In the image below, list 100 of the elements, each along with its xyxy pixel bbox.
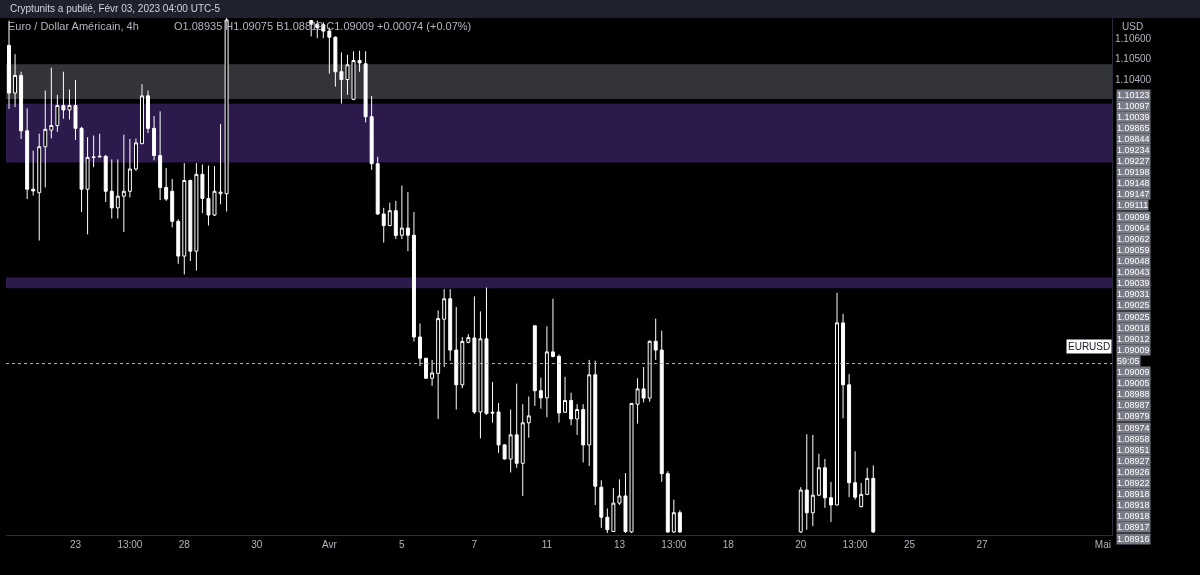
y-axis-title: USD — [1122, 21, 1144, 32]
candlestick — [146, 90, 151, 134]
candlestick — [835, 292, 839, 507]
text: Cryptunits a publié, Févr 03, 2023 04:00 UTC-5 — [10, 3, 221, 14]
candlestick — [188, 179, 193, 262]
candlestick — [442, 288, 447, 368]
candlestick — [563, 376, 568, 414]
candlestick — [91, 135, 96, 168]
text: 1.09234 — [1117, 145, 1150, 155]
text: 1.09025 — [1117, 300, 1150, 310]
candlestick — [841, 313, 846, 419]
candlestick — [170, 178, 175, 228]
text: 1.09039 — [1117, 278, 1150, 288]
text: 1.08927 — [1117, 456, 1150, 466]
candlestick — [599, 479, 604, 529]
candlestick — [399, 185, 404, 240]
text: 1.10123 — [1117, 90, 1150, 100]
candlestick — [514, 383, 519, 469]
x-tick-label: 30 — [251, 539, 263, 550]
candlestick — [158, 110, 163, 201]
text: 1.09062 — [1117, 234, 1150, 244]
x-tick-label: Mai — [1094, 539, 1111, 550]
text: 1.09059 — [1117, 245, 1150, 255]
text: 1.09865 — [1117, 123, 1150, 133]
candlestick — [133, 138, 138, 172]
candlestick — [405, 191, 410, 252]
text: 1.09147 — [1117, 189, 1150, 199]
text: 1.09009 — [1117, 345, 1150, 355]
candlestick — [103, 154, 108, 203]
candlestick — [544, 325, 549, 418]
candlestick — [853, 450, 858, 501]
text: 59:05 — [1117, 356, 1140, 366]
text: 1.08916 — [1117, 534, 1150, 544]
y-tick-label: 1.10600 — [1115, 32, 1152, 44]
text: 1.09018 — [1117, 323, 1150, 333]
candlestick — [593, 360, 598, 506]
candlestick — [381, 207, 386, 244]
candlestick — [140, 83, 144, 145]
text: 1.08922 — [1117, 478, 1150, 488]
candlestick — [176, 218, 181, 265]
candlestick — [424, 357, 429, 379]
text: 1.08987 — [1117, 400, 1150, 410]
x-tick-label: 25 — [903, 539, 916, 550]
candlestick — [164, 167, 169, 202]
y-tick-label: 1.10500 — [1115, 53, 1152, 65]
candlestick — [7, 20, 11, 110]
candlestick — [31, 150, 36, 197]
candlestick — [865, 467, 870, 496]
candlestick — [526, 395, 531, 439]
y-tick-label: 1.10400 — [1115, 73, 1152, 85]
candlestick — [653, 318, 658, 361]
x-tick-label: 11 — [541, 539, 553, 550]
candlestick — [369, 95, 374, 171]
text: 1.09048 — [1117, 256, 1150, 266]
x-tick-label: 13:00 — [842, 539, 869, 550]
text: 1.08951 — [1117, 445, 1150, 455]
candlestick — [557, 354, 561, 424]
candlestick — [393, 200, 398, 240]
candlestick — [605, 507, 610, 534]
candlestick — [550, 298, 555, 358]
text: 1.09009 — [1117, 367, 1150, 377]
text: 1.08918 — [1117, 511, 1150, 521]
candlestick — [659, 330, 664, 483]
candlestick — [587, 359, 592, 467]
x-tick-label: 28 — [178, 539, 191, 550]
candlestick — [25, 107, 30, 200]
candlestick — [375, 156, 380, 216]
text: 1.10039 — [1117, 112, 1150, 122]
text: 1.08988 — [1117, 389, 1150, 399]
text: 1.09227 — [1117, 156, 1150, 166]
candlestick — [418, 323, 422, 367]
x-tick-label: 23 — [69, 539, 82, 550]
candlestick — [436, 309, 441, 420]
candlestick — [152, 115, 157, 161]
candlestick — [520, 403, 525, 497]
candlestick — [677, 509, 682, 534]
text: 1.08917 — [1117, 522, 1150, 532]
candlestick — [454, 306, 459, 411]
text: 1.09031 — [1117, 289, 1150, 299]
candlestick — [647, 339, 652, 403]
text: 1.08926 — [1117, 467, 1150, 477]
text: 1.09012 — [1117, 334, 1150, 344]
candlestick — [581, 403, 586, 463]
x-tick-label: 20 — [795, 539, 807, 550]
candlestick — [182, 162, 187, 275]
text: 1.08979 — [1117, 411, 1150, 421]
text: 1.08958 — [1117, 434, 1150, 444]
text: 1.09111 — [1117, 200, 1149, 210]
candlestick — [430, 359, 435, 387]
text: 1.09198 — [1117, 167, 1150, 177]
candlestick — [871, 464, 876, 534]
x-tick-label: Avr — [321, 539, 338, 550]
candlestick — [97, 133, 102, 158]
candlestick — [387, 202, 392, 227]
text: 1.09043 — [1117, 267, 1150, 277]
candlestick — [411, 211, 416, 342]
candlestick — [804, 433, 809, 531]
candlestick — [798, 486, 803, 534]
candlestick — [859, 482, 864, 508]
ref-line-label: EURUSD — [1068, 341, 1111, 352]
